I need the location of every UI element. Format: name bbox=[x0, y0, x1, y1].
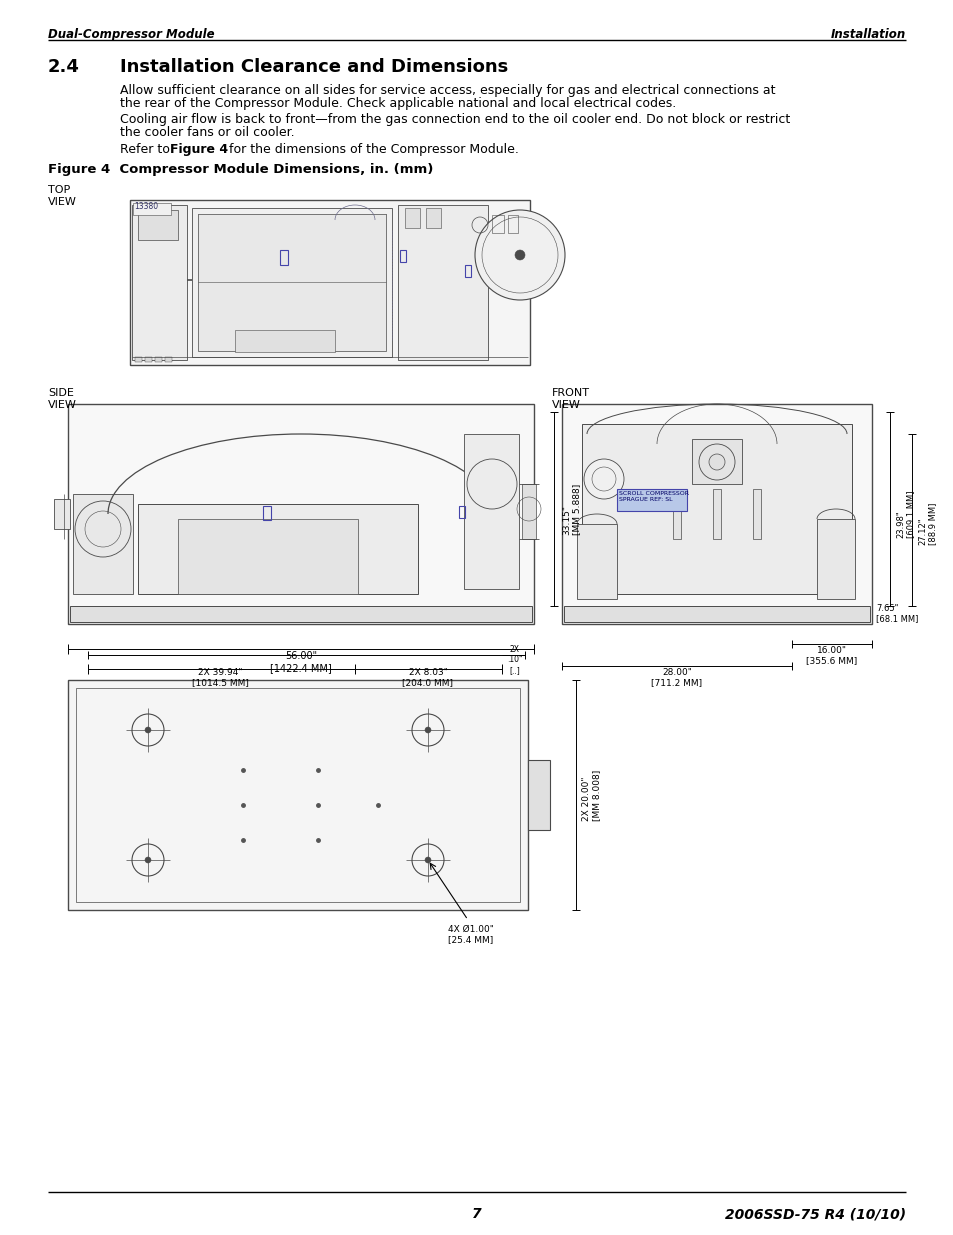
Text: 4X Ø1.00"
[25.4 MM]: 4X Ø1.00" [25.4 MM] bbox=[448, 925, 494, 945]
Text: the rear of the Compressor Module. Check applicable national and local electrica: the rear of the Compressor Module. Check… bbox=[120, 98, 676, 110]
Bar bbox=[68, 404, 534, 624]
Bar bbox=[492, 215, 503, 233]
Bar bbox=[563, 606, 869, 622]
Text: 16.00"
[355.6 MM]: 16.00" [355.6 MM] bbox=[805, 646, 857, 666]
Bar bbox=[691, 438, 741, 484]
Text: TOP
VIEW: TOP VIEW bbox=[48, 185, 77, 206]
Bar bbox=[712, 489, 720, 538]
Text: 2.4: 2.4 bbox=[48, 58, 80, 77]
Bar bbox=[198, 214, 386, 351]
Circle shape bbox=[515, 249, 524, 261]
Text: 23.98"
[609.1 MM]: 23.98" [609.1 MM] bbox=[895, 490, 915, 537]
Circle shape bbox=[583, 459, 623, 499]
Text: 13380: 13380 bbox=[133, 203, 158, 211]
Bar bbox=[192, 207, 392, 357]
Bar bbox=[458, 506, 464, 517]
Bar bbox=[527, 760, 550, 830]
Text: SIDE
VIEW: SIDE VIEW bbox=[48, 388, 77, 410]
Text: Cooling air flow is back to front—from the gas connection end to the oil cooler : Cooling air flow is back to front—from t… bbox=[120, 112, 789, 126]
Text: 2X 39.94"
[1014.5 MM]: 2X 39.94" [1014.5 MM] bbox=[192, 668, 248, 688]
Text: for the dimensions of the Compressor Module.: for the dimensions of the Compressor Mod… bbox=[225, 143, 518, 156]
Bar bbox=[138, 504, 417, 594]
Bar bbox=[581, 424, 851, 594]
Bar bbox=[397, 205, 488, 359]
Text: Allow sufficient clearance on all sides for service access, especially for gas a: Allow sufficient clearance on all sides … bbox=[120, 84, 775, 98]
Bar bbox=[198, 214, 386, 282]
Circle shape bbox=[145, 727, 151, 734]
Text: Compressor Module Dimensions, in. (mm): Compressor Module Dimensions, in. (mm) bbox=[101, 163, 433, 177]
Text: 2X 20.00"
[MM 8.008]: 2X 20.00" [MM 8.008] bbox=[581, 769, 600, 820]
Bar bbox=[463, 433, 518, 589]
Text: Figure 4: Figure 4 bbox=[48, 163, 111, 177]
Bar bbox=[399, 249, 406, 262]
Bar bbox=[752, 489, 760, 538]
Bar bbox=[138, 210, 178, 240]
Bar bbox=[507, 215, 517, 233]
Bar bbox=[521, 484, 536, 538]
Text: 2006SSD-75 R4 (10/10): 2006SSD-75 R4 (10/10) bbox=[724, 1207, 905, 1221]
Text: 7.65"
[68.1 MM]: 7.65" [68.1 MM] bbox=[875, 604, 918, 624]
Bar bbox=[165, 357, 172, 362]
Bar bbox=[426, 207, 440, 228]
Bar bbox=[816, 519, 854, 599]
Bar bbox=[54, 499, 70, 529]
Text: Installation: Installation bbox=[830, 28, 905, 41]
Bar bbox=[561, 404, 871, 624]
Bar bbox=[68, 680, 527, 910]
Text: 33.15"
[MM 5.888]: 33.15" [MM 5.888] bbox=[561, 483, 580, 535]
Bar bbox=[263, 506, 271, 520]
Bar bbox=[70, 606, 532, 622]
Text: the cooler fans or oil cooler.: the cooler fans or oil cooler. bbox=[120, 126, 294, 140]
Circle shape bbox=[475, 210, 564, 300]
Text: Refer to: Refer to bbox=[120, 143, 173, 156]
Text: Figure 4: Figure 4 bbox=[170, 143, 228, 156]
Bar bbox=[672, 489, 680, 538]
Bar bbox=[405, 207, 419, 228]
Bar bbox=[73, 494, 132, 594]
Circle shape bbox=[145, 857, 151, 863]
Bar bbox=[145, 357, 152, 362]
Text: Installation Clearance and Dimensions: Installation Clearance and Dimensions bbox=[120, 58, 508, 77]
Bar bbox=[178, 519, 357, 594]
Circle shape bbox=[424, 857, 431, 863]
Bar bbox=[130, 200, 530, 366]
Bar bbox=[132, 203, 171, 215]
Circle shape bbox=[75, 501, 131, 557]
Bar bbox=[234, 330, 335, 352]
Bar bbox=[135, 357, 142, 362]
Text: 27.12"
[88.9 MM]: 27.12" [88.9 MM] bbox=[917, 503, 937, 545]
Text: 2X 8.03"
[204.0 MM]: 2X 8.03" [204.0 MM] bbox=[402, 668, 453, 688]
Text: 28.00"
[711.2 MM]: 28.00" [711.2 MM] bbox=[651, 668, 701, 688]
Bar bbox=[464, 266, 471, 277]
Circle shape bbox=[708, 454, 724, 471]
Bar bbox=[617, 489, 686, 511]
Text: SCROLL COMPRESSOR
SPRAGUE REF: SL: SCROLL COMPRESSOR SPRAGUE REF: SL bbox=[618, 492, 688, 501]
Text: 7: 7 bbox=[472, 1207, 481, 1221]
Bar bbox=[280, 249, 288, 266]
Bar bbox=[132, 205, 187, 359]
Text: 56.00"
[1422.4 MM]: 56.00" [1422.4 MM] bbox=[270, 651, 332, 673]
Bar bbox=[577, 524, 617, 599]
Text: FRONT
VIEW: FRONT VIEW bbox=[552, 388, 589, 410]
Text: 2X
.10"
[..]: 2X .10" [..] bbox=[507, 645, 522, 674]
Circle shape bbox=[424, 727, 431, 734]
Bar bbox=[76, 688, 519, 902]
Bar bbox=[154, 357, 162, 362]
Text: Dual-Compressor Module: Dual-Compressor Module bbox=[48, 28, 214, 41]
